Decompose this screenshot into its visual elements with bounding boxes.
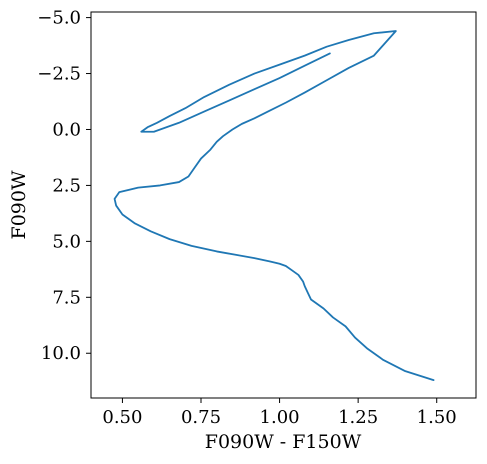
y-tick-label: −2.5	[37, 64, 81, 85]
x-tick-label: 0.50	[102, 407, 142, 428]
x-tick-label: 0.75	[181, 407, 221, 428]
series-line	[113, 30, 435, 381]
y-tick-label: 5.0	[52, 231, 81, 252]
y-tick-label: −5.0	[37, 8, 81, 29]
y-tick-label: 10.0	[41, 343, 81, 364]
y-tick-label: 7.5	[52, 287, 81, 308]
x-axis-label: F090W - F150W	[205, 431, 362, 453]
y-tick-label: 0.0	[52, 119, 81, 140]
plot-frame	[90, 11, 477, 399]
x-tick-label: 1.00	[260, 407, 300, 428]
x-tick-label: 1.50	[417, 407, 457, 428]
y-tick-label: 2.5	[52, 175, 81, 196]
x-tick-label: 1.25	[338, 407, 378, 428]
ticks-layer: 0.50 0.75 1.00 1.25 1.50 −5.0 −2.5 0.0 2.5 5.0 7.5…	[37, 8, 456, 428]
y-axis-label: F090W	[8, 170, 30, 239]
